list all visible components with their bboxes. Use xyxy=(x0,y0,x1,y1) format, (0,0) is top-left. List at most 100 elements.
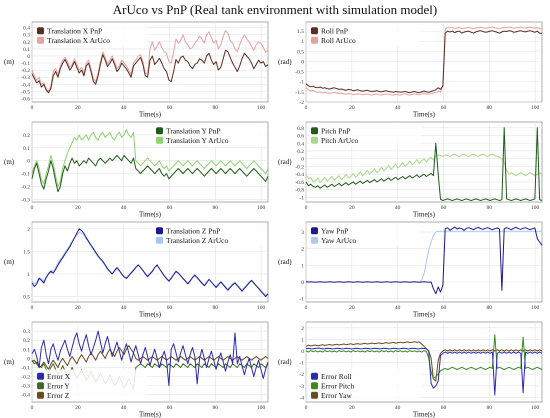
y-tick-label: -0.2 xyxy=(295,164,304,170)
series-line xyxy=(305,30,543,94)
x-tick-label: 60 xyxy=(441,205,447,211)
x-tick-label: 100 xyxy=(257,405,266,411)
y-tick-label: 0.8 xyxy=(297,126,304,132)
legend-swatch xyxy=(156,136,163,144)
y-tick-label: -0.3 xyxy=(21,197,30,203)
y-tick-label: -0.2 xyxy=(21,185,30,191)
y-tick-label: 0.3 xyxy=(23,329,30,335)
x-tick-label: 20 xyxy=(349,405,355,411)
chart-pitch: 0 20 40 60 80 100-1-0.8-0.6-0.4-0.200.20.40.6… xyxy=(278,121,543,218)
y-axis-label: (m) xyxy=(4,58,15,66)
x-axis-label: Time(s) xyxy=(139,211,162,219)
legend-label: Pitch ArUco xyxy=(321,136,359,145)
series-line xyxy=(31,49,269,94)
legend-label: Error Roll xyxy=(321,372,352,381)
y-tick-label: -1 xyxy=(299,195,304,201)
y-tick-label: 0.6 xyxy=(297,134,304,140)
y-tick-label: -0.3 xyxy=(21,384,30,390)
y-tick-label: -2 xyxy=(299,372,304,378)
x-tick-label: 60 xyxy=(167,405,173,411)
x-tick-label: 60 xyxy=(441,105,447,111)
x-tick-label: 80 xyxy=(213,105,219,111)
chart-translation-z: 0 20 40 60 80 100 0.5 1 1.5 2 Time(s) (m) Translatio… xyxy=(4,221,269,319)
y-tick-label: -0.1 xyxy=(21,365,30,371)
y-tick-label: 0.1 xyxy=(23,146,30,152)
legend-label: Error Y xyxy=(47,381,70,390)
y-axis-label: (rad) xyxy=(278,258,292,266)
x-tick-label: 20 xyxy=(349,105,355,111)
legend-swatch xyxy=(311,382,318,390)
chart-roll: 0 20 40 60 80 100 -2 -1.5 -1 -0.5 0 0.5 1 1.5 Time(s) (… xyxy=(278,21,543,118)
y-tick-label: 0.4 xyxy=(297,141,304,147)
series-line xyxy=(31,30,269,92)
x-tick-label: 80 xyxy=(213,405,219,411)
x-tick-label: 80 xyxy=(487,305,493,311)
y-tick-label: 0 xyxy=(27,54,30,60)
y-tick-label: 1 xyxy=(301,39,304,45)
y-axis-label: (rad) xyxy=(278,358,292,366)
legend-label: Translation Z ArUco xyxy=(166,236,228,245)
y-tick-label: 0 xyxy=(27,159,30,165)
x-tick-label: 100 xyxy=(257,305,266,311)
x-tick-label: 100 xyxy=(531,405,540,411)
y-tick-label: 0 xyxy=(301,349,304,355)
x-tick-label: 40 xyxy=(395,305,401,311)
x-tick-label: 100 xyxy=(531,205,540,211)
legend-label: Translation Y ArUco xyxy=(166,136,229,145)
legend-label: Translation X ArUco xyxy=(47,36,110,45)
legend-swatch xyxy=(311,36,318,44)
legend-swatch xyxy=(37,382,44,390)
y-axis-label: (rad) xyxy=(278,158,292,166)
x-axis-label: Time(s) xyxy=(139,311,162,319)
y-tick-label: -1 xyxy=(299,361,304,367)
legend-box xyxy=(154,124,266,146)
y-tick-label: 1 xyxy=(301,263,304,269)
x-tick-label: 20 xyxy=(349,205,355,211)
y-tick-label: -0.6 xyxy=(295,180,304,186)
legend-box xyxy=(154,224,266,246)
y-axis-label: (m) xyxy=(4,358,15,366)
x-tick-label: 20 xyxy=(75,205,81,211)
y-tick-label: 0.2 xyxy=(23,338,30,344)
x-tick-label: 100 xyxy=(257,105,266,111)
x-tick-label: 0 xyxy=(305,205,308,211)
y-tick-label: -0.1 xyxy=(21,172,30,178)
x-tick-label: 40 xyxy=(121,305,127,311)
series-line xyxy=(305,334,543,380)
y-tick-label: 0.2 xyxy=(23,133,30,139)
x-tick-label: 0 xyxy=(31,105,34,111)
y-tick-label: 0.1 xyxy=(23,347,30,353)
legend-box xyxy=(309,369,421,401)
x-tick-label: 80 xyxy=(213,205,219,211)
y-tick-label: 1.5 xyxy=(23,249,30,255)
y-tick-label: 2 xyxy=(27,227,30,233)
x-tick-label: 40 xyxy=(121,405,127,411)
chart-error-rotation: 0 20 40 60 80 100 -4 -3 -2 -1 0 1 2 Time(s) (rad) Error… xyxy=(278,321,543,418)
y-tick-label: -0.8 xyxy=(295,188,304,194)
y-tick-label: -0.5 xyxy=(295,70,304,76)
legend-box xyxy=(35,24,147,46)
y-axis-label: (m) xyxy=(4,158,15,166)
x-tick-label: 60 xyxy=(167,305,173,311)
x-tick-label: 0 xyxy=(31,205,34,211)
x-axis-label: Time(s) xyxy=(413,311,436,319)
figure-title: ArUco vs PnP (Real tank environment with… xyxy=(112,2,438,17)
legend-box xyxy=(309,224,421,246)
series-line xyxy=(31,345,269,370)
x-tick-label: 20 xyxy=(75,405,81,411)
legend-swatch xyxy=(37,372,44,380)
series-line xyxy=(305,341,543,382)
x-tick-label: 80 xyxy=(213,305,219,311)
legend-swatch xyxy=(311,227,318,235)
y-tick-label: 0.4 xyxy=(23,26,30,32)
legend-box xyxy=(309,124,421,146)
series-line xyxy=(31,155,269,193)
x-tick-label: 60 xyxy=(167,105,173,111)
x-tick-label: 0 xyxy=(305,405,308,411)
x-tick-label: 100 xyxy=(531,305,540,311)
legend-label: Roll ArUco xyxy=(321,36,356,45)
x-tick-label: 20 xyxy=(75,105,81,111)
legend-box xyxy=(309,24,421,46)
y-tick-label: -1.5 xyxy=(295,90,304,96)
legend-swatch xyxy=(311,27,318,35)
